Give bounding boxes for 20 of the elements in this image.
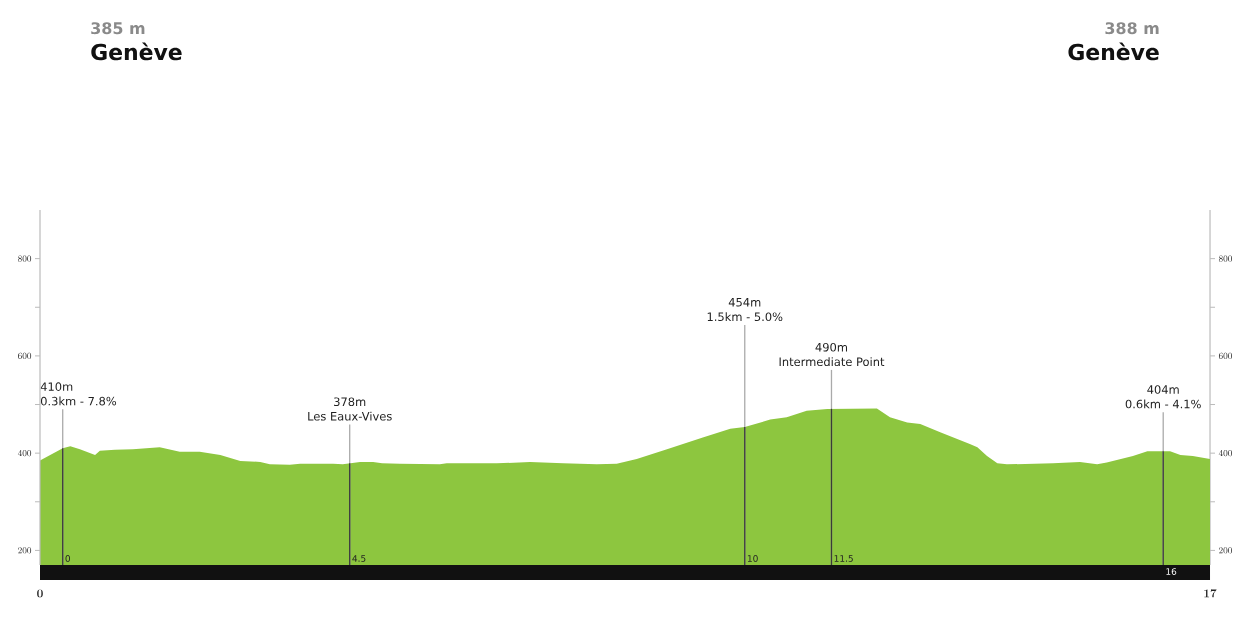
ref-line-label: 16 bbox=[1166, 568, 1177, 575]
annotation: 1.5km - 5.0% bbox=[707, 312, 783, 322]
annotation: 490m bbox=[815, 342, 848, 352]
annotation: Intermediate Point bbox=[779, 357, 885, 367]
annotation: 404m bbox=[1147, 385, 1179, 394]
text: 388 m bbox=[1105, 22, 1159, 35]
ref-line-label: 11.5 bbox=[834, 555, 853, 562]
annotation: 454m bbox=[728, 298, 761, 307]
ref-line-label: 4.5 bbox=[352, 555, 366, 562]
annotation: 378m bbox=[334, 397, 366, 407]
annotation: 0.6km - 4.1% bbox=[1125, 399, 1201, 409]
annotation: 410m bbox=[40, 382, 73, 391]
text: Genève bbox=[1068, 42, 1159, 61]
annotation: 0.3km - 7.8% bbox=[40, 396, 117, 406]
x-tick-label: $0$ bbox=[37, 589, 43, 598]
text: Genève bbox=[91, 42, 182, 61]
ref-line-label: 0 bbox=[65, 555, 71, 562]
ref-line-label: 10 bbox=[747, 555, 758, 562]
annotation: Les Eaux-Vives bbox=[308, 411, 392, 421]
text: 385 m bbox=[91, 22, 145, 35]
